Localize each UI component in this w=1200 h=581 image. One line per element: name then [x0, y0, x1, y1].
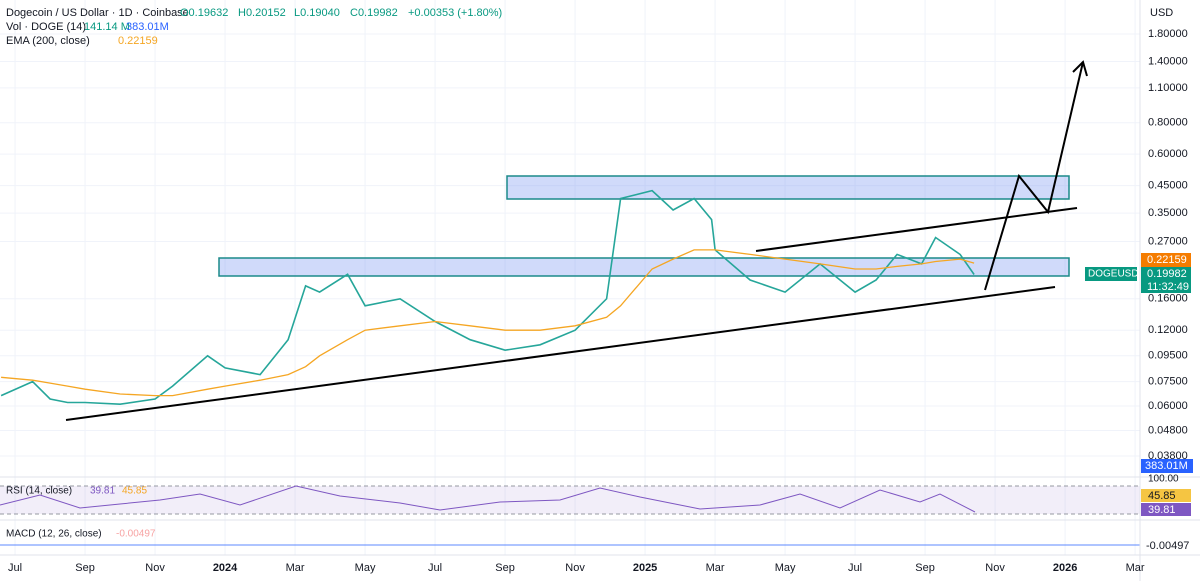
rsi-tag — [1141, 503, 1191, 516]
low: L0.19040 — [294, 7, 340, 19]
y-tick-label: 0.45000 — [1148, 180, 1188, 192]
x-tick-label: Jul — [848, 562, 862, 574]
vol-tag — [1141, 459, 1193, 473]
ema-tag — [1141, 253, 1191, 267]
vol-tag-text: 383.01M — [1145, 460, 1188, 472]
y-tick-label: 0.60000 — [1148, 148, 1188, 160]
x-tick-label: Jul — [428, 562, 442, 574]
x-tick-label: 2026 — [1053, 562, 1077, 574]
high: H0.20152 — [238, 7, 286, 19]
rsi-ma-tag-text: 45.85 — [1148, 490, 1176, 502]
macd-value: -0.00497 — [116, 529, 156, 540]
macd-tag: -0.00497 — [1146, 540, 1189, 552]
ema-line — [1, 249, 975, 397]
rsi-top: 100.00 — [1148, 474, 1179, 485]
price-line — [0, 189, 975, 406]
symbol: Dogecoin / US Dollar · 1D · Coinbase — [6, 7, 189, 19]
projection-arrow — [984, 61, 1084, 291]
open: O0.19632 — [180, 7, 228, 19]
x-tick-label: May — [355, 562, 376, 574]
x-tick-label: Sep — [75, 562, 95, 574]
rsi-value: 39.81 — [90, 486, 115, 497]
y-tick-label: 0.07500 — [1148, 376, 1188, 388]
ema-tag-text: 0.22159 — [1147, 254, 1187, 266]
x-tick-label: Nov — [565, 562, 585, 574]
y-tick-label: 0.03800 — [1148, 450, 1188, 462]
x-tick-label: Sep — [495, 562, 515, 574]
y-tick-label: 1.10000 — [1148, 82, 1188, 94]
close: C0.19982 — [350, 7, 398, 19]
y-tick-label: 0.09500 — [1148, 350, 1188, 362]
x-tick-label: Sep — [915, 562, 935, 574]
x-tick-label: Jul — [8, 562, 22, 574]
rsi-ma-tag — [1141, 489, 1191, 502]
y-tick-label: 0.16000 — [1148, 293, 1188, 305]
macd-title: MACD (12, 26, close) — [6, 529, 102, 540]
y-tick-label: 1.80000 — [1148, 28, 1188, 40]
x-tick-label: Nov — [145, 562, 165, 574]
price-tag-text: 0.19982 — [1147, 268, 1187, 280]
y-tick-label: 0.04800 — [1148, 424, 1188, 436]
vol-label: Vol · DOGE (14) — [6, 21, 86, 33]
vol-ma: 383.01M — [126, 21, 169, 33]
support-zone — [218, 257, 1070, 277]
x-tick-label: Mar — [706, 562, 725, 574]
y-tick-label: 0.06000 — [1148, 400, 1188, 412]
price-tag — [1141, 267, 1191, 293]
resistance-zone — [506, 175, 1070, 200]
grid — [0, 0, 1140, 555]
rsi-line — [0, 485, 976, 513]
symbol-tag — [1085, 267, 1137, 281]
trend-line — [65, 286, 1056, 421]
vol-value: 141.14 M — [84, 21, 130, 33]
rsi-ma: 45.85 — [122, 486, 147, 497]
y-tick-label: 0.12000 — [1148, 324, 1188, 336]
x-tick-label: Mar — [286, 562, 305, 574]
y-tick-label: 1.40000 — [1148, 55, 1188, 67]
currency: USD — [1150, 7, 1173, 19]
symbol-tag-text: DOGEUSD — [1088, 269, 1139, 280]
x-tick-label: 2024 — [213, 562, 238, 574]
x-tick-label: Nov — [985, 562, 1005, 574]
ema-value: 0.22159 — [118, 35, 158, 47]
countdown: 11:32:49 — [1147, 281, 1189, 293]
y-tick-label: 0.35000 — [1148, 207, 1188, 219]
y-tick-label: 0.80000 — [1148, 117, 1188, 129]
arrow-head — [1072, 60, 1088, 77]
change: +0.00353 (+1.80%) — [408, 7, 502, 19]
y-tick-label: 0.27000 — [1148, 235, 1188, 247]
channel-line — [755, 207, 1078, 252]
ema-label: EMA (200, close) — [6, 35, 90, 47]
x-tick-label: 2025 — [633, 562, 657, 574]
plot — [0, 189, 975, 406]
rsi-title: RSI (14, close) — [6, 486, 72, 497]
x-tick-label: May — [775, 562, 796, 574]
rsi-band — [0, 486, 1140, 514]
rsi-tag-text: 39.81 — [1148, 504, 1176, 516]
x-tick-label: Mar — [1126, 562, 1145, 574]
